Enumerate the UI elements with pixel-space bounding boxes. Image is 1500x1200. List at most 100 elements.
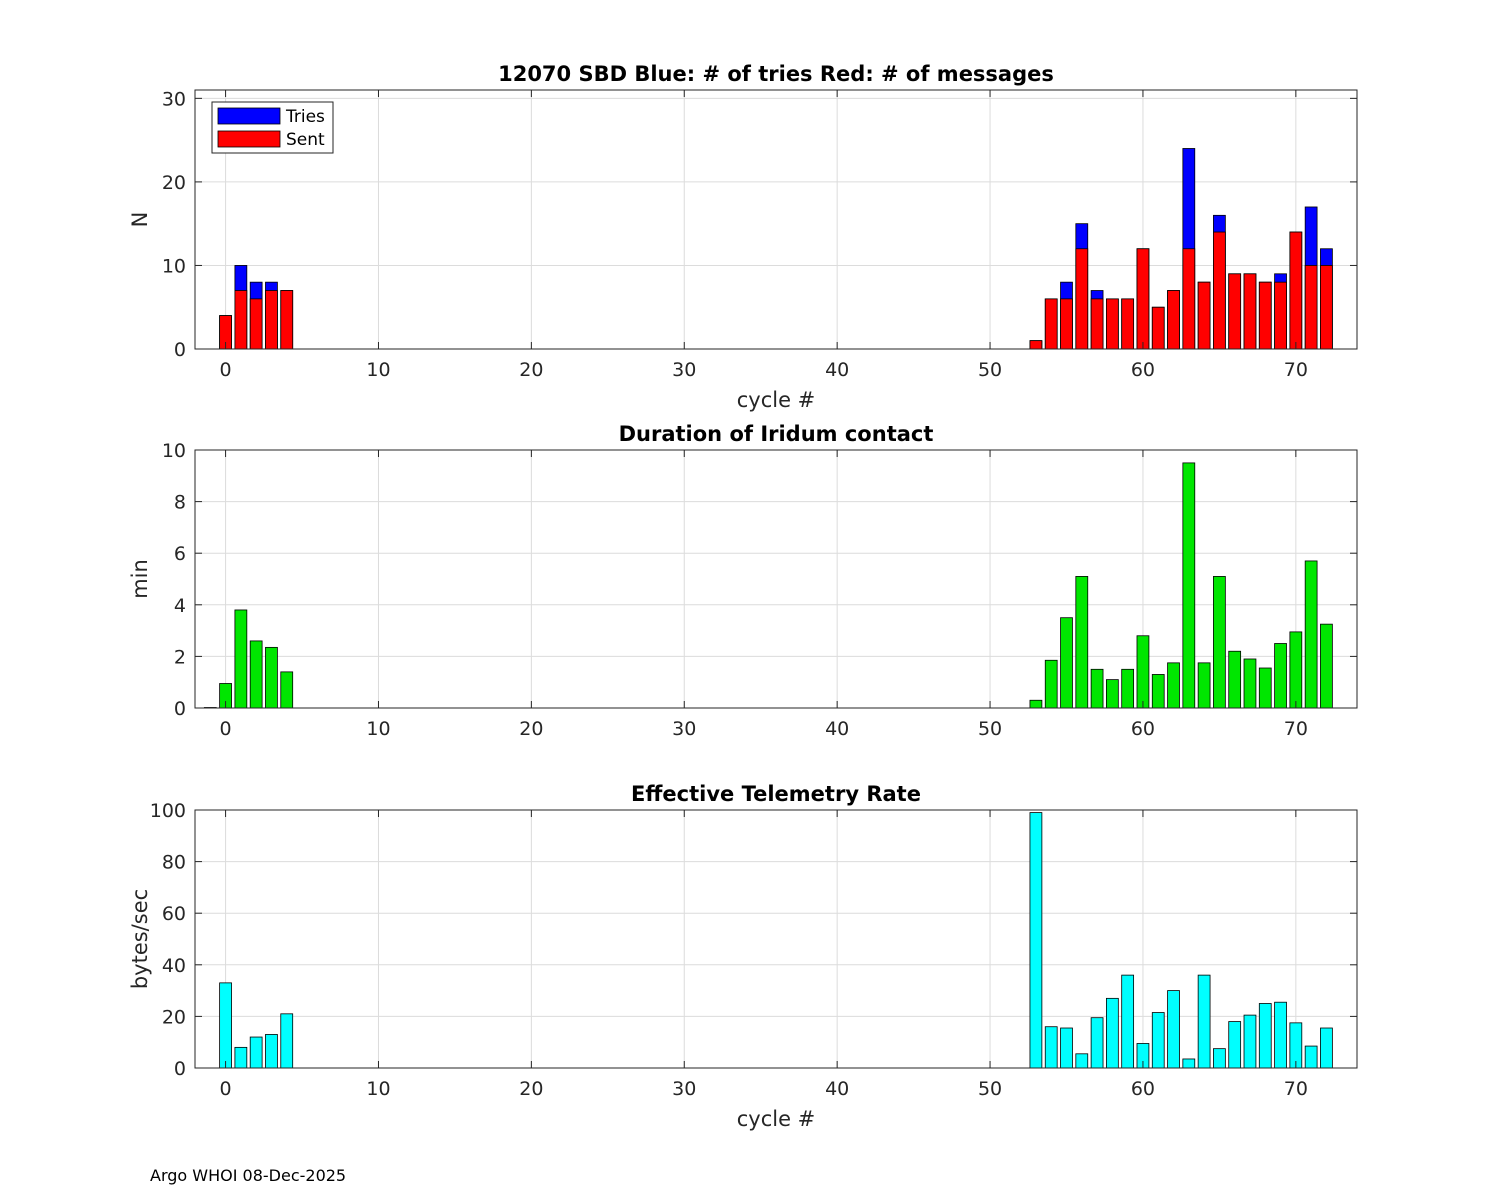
bar-duration bbox=[1320, 623, 1333, 709]
x-tick-label: 20 bbox=[519, 359, 543, 381]
plot-area bbox=[195, 90, 1357, 349]
bar-duration bbox=[249, 640, 263, 709]
y-tick-label: 6 bbox=[174, 543, 186, 565]
x-axis-label: cycle # bbox=[737, 388, 816, 412]
bar-rate bbox=[1228, 1021, 1242, 1069]
bar-rate bbox=[1304, 1045, 1318, 1069]
bar-rate bbox=[265, 1034, 278, 1069]
bar-rate bbox=[1274, 1001, 1287, 1069]
bar-rate bbox=[1121, 974, 1135, 1069]
bar-duration bbox=[1121, 668, 1135, 709]
y-tick-label: 10 bbox=[162, 440, 186, 462]
y-axis-label: min bbox=[128, 559, 152, 599]
bar-sent bbox=[1228, 273, 1242, 350]
bar-sent bbox=[1044, 298, 1058, 350]
bar-duration bbox=[1243, 658, 1257, 709]
y-tick-label: 10 bbox=[162, 255, 186, 277]
bar-sent bbox=[1243, 273, 1257, 350]
bar-rate bbox=[1060, 1027, 1073, 1069]
y-tick-label: 0 bbox=[174, 698, 186, 720]
x-tick-label: 40 bbox=[825, 718, 849, 740]
y-axis-label: bytes/sec bbox=[128, 889, 152, 989]
x-tick-label: 60 bbox=[1131, 359, 1155, 381]
bar-duration bbox=[280, 671, 294, 709]
x-tick-label: 50 bbox=[978, 359, 1002, 381]
y-tick-label: 2 bbox=[174, 646, 186, 668]
y-tick-label: 40 bbox=[162, 955, 186, 977]
bar-rate bbox=[1090, 1017, 1104, 1069]
x-tick-label: 60 bbox=[1131, 718, 1155, 740]
x-tick-label: 10 bbox=[366, 1078, 390, 1100]
sbd-tries-chart: 0 10 20 30 40 50 60 70 0 10 20 30 12070 SBD Blue: # … bbox=[128, 62, 1358, 412]
bar-sent bbox=[1320, 265, 1333, 350]
legend-swatch-tries bbox=[217, 107, 281, 125]
bar-rate bbox=[1151, 1012, 1165, 1069]
axes-box bbox=[194, 809, 1358, 1069]
legend-label-sent: Sent bbox=[286, 130, 325, 150]
bar-duration bbox=[1029, 699, 1043, 709]
bar-sent bbox=[234, 290, 248, 350]
x-tick-label: 50 bbox=[978, 1078, 1002, 1100]
x-tick-label: 20 bbox=[519, 718, 543, 740]
bar-duration bbox=[265, 646, 278, 709]
bar-duration bbox=[1289, 631, 1303, 709]
bar-rate bbox=[1167, 990, 1180, 1069]
y-tick-label: 0 bbox=[174, 339, 186, 361]
plot-area bbox=[195, 450, 1357, 708]
bar-rate bbox=[1044, 1026, 1058, 1069]
y-tick-label: 20 bbox=[162, 1006, 186, 1028]
x-tick-label: 40 bbox=[825, 1078, 849, 1100]
x-tick-label: 10 bbox=[366, 718, 390, 740]
bar-duration bbox=[1182, 462, 1196, 709]
y-tick-label: 8 bbox=[174, 492, 186, 514]
bar-duration bbox=[1060, 617, 1073, 709]
bar-duration bbox=[1136, 635, 1150, 709]
bar-duration bbox=[1075, 576, 1089, 709]
bar-duration bbox=[1258, 667, 1272, 709]
bar-rate bbox=[1075, 1053, 1089, 1069]
x-tick-label: 40 bbox=[825, 359, 849, 381]
bar-sent bbox=[1090, 298, 1104, 350]
plot-area bbox=[195, 810, 1357, 1068]
x-tick-label: 10 bbox=[366, 359, 390, 381]
legend-swatch-sent bbox=[217, 130, 281, 148]
y-tick-label: 20 bbox=[162, 172, 186, 194]
bar-sent bbox=[1060, 298, 1073, 350]
x-tick-label: 70 bbox=[1284, 359, 1308, 381]
bar-sent bbox=[1029, 340, 1043, 350]
x-tick-label: 60 bbox=[1131, 1078, 1155, 1100]
bar-rate bbox=[1182, 1058, 1196, 1069]
bar-sent bbox=[1258, 281, 1272, 350]
bar-rate bbox=[1029, 812, 1043, 1069]
legend: Tries Sent bbox=[211, 101, 334, 154]
y-axis-label: N bbox=[128, 212, 152, 228]
bar-duration bbox=[1274, 643, 1287, 709]
bar-duration bbox=[1167, 662, 1180, 709]
bar-sent bbox=[265, 290, 278, 350]
y-tick-label: 4 bbox=[174, 595, 186, 617]
chart-title: 12070 SBD Blue: # of tries Red: # of mes… bbox=[498, 62, 1054, 86]
x-tick-label: 30 bbox=[672, 359, 696, 381]
bar-rate bbox=[1197, 974, 1211, 1069]
bar-duration bbox=[234, 609, 248, 709]
y-tick-label: 0 bbox=[174, 1058, 186, 1080]
x-tick-label: 0 bbox=[220, 718, 232, 740]
bar-sent bbox=[1106, 298, 1119, 350]
y-tick-label: 60 bbox=[162, 903, 186, 925]
x-tick-label: 20 bbox=[519, 1078, 543, 1100]
bar-sent bbox=[1136, 248, 1150, 350]
bar-duration bbox=[1090, 668, 1104, 709]
y-tick-label: 100 bbox=[150, 800, 186, 822]
bar-sent bbox=[1121, 298, 1135, 350]
x-tick-label: 30 bbox=[672, 1078, 696, 1100]
bar-sent bbox=[249, 298, 263, 350]
axes-box bbox=[194, 449, 1358, 709]
y-tick-label: 30 bbox=[162, 88, 186, 110]
legend-label-tries: Tries bbox=[285, 107, 325, 127]
chart-title: Effective Telemetry Rate bbox=[631, 782, 921, 806]
bar-duration bbox=[1151, 674, 1165, 709]
axes-box bbox=[194, 89, 1358, 350]
bar-sent bbox=[1289, 231, 1303, 350]
bar-rate bbox=[219, 982, 232, 1069]
bar-sent bbox=[1182, 248, 1196, 350]
